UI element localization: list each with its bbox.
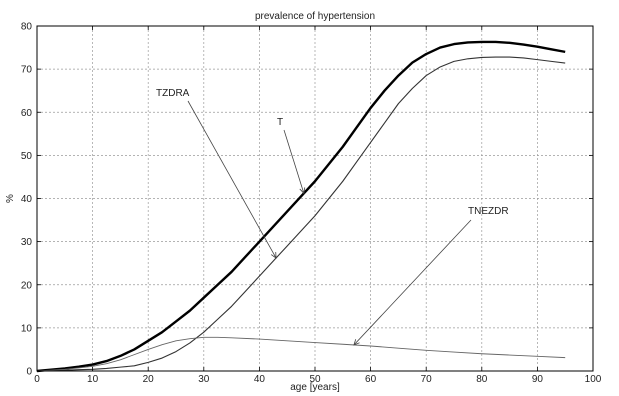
y-tick-label: 20	[21, 280, 33, 291]
x-tick-label: 0	[34, 374, 40, 385]
x-axis-label: age [years]	[290, 382, 340, 393]
x-tick-label: 50	[309, 374, 321, 385]
x-tick-label: 40	[254, 374, 266, 385]
y-tick-label: 50	[21, 151, 33, 162]
annotation-arrowhead-tzdra	[270, 251, 277, 259]
axes: 0 10 20 30 40 50 60 70 80 90 100 0 10 20 30 40 50 60 70 80	[21, 22, 602, 386]
x-tick-label: 80	[476, 374, 488, 385]
x-tick-label: 10	[87, 374, 99, 385]
y-axis-label: %	[5, 194, 16, 203]
y-tick-label: 30	[21, 237, 33, 248]
y-tick-label: 0	[26, 367, 32, 378]
annotation-tzdra: TZDRA	[156, 88, 190, 99]
x-tick-label: 100	[585, 374, 602, 385]
y-tick-label: 60	[21, 108, 33, 119]
x-tick-label: 90	[532, 374, 544, 385]
annotation-arrowhead-tnezdr	[353, 339, 360, 346]
series-line-tnezdr	[36, 336, 566, 372]
grid	[37, 26, 593, 371]
annotation-t: T	[277, 117, 283, 128]
y-tick-label: 70	[21, 65, 33, 76]
y-tick-label: 80	[21, 22, 33, 33]
annotation-arrowhead-t	[299, 187, 306, 195]
annotation-layer: TZDRA T TNEZDR	[156, 88, 509, 346]
chart-title: prevalence of hypertension	[255, 11, 375, 22]
x-tick-label: 30	[198, 374, 210, 385]
series-line-t	[36, 40, 566, 373]
annotation-arrow-tzdra	[187, 100, 277, 259]
annotation-arrow-tnezdr	[353, 219, 472, 346]
y-tick-label: 40	[21, 194, 33, 205]
series-layer	[36, 40, 566, 373]
x-tick-label: 70	[421, 374, 433, 385]
y-tick-label: 10	[21, 323, 33, 334]
annotation-tnezdr: TNEZDR	[468, 206, 509, 217]
x-tick-label: 60	[365, 374, 377, 385]
x-tick-label: 20	[143, 374, 155, 385]
series-line-tzdra	[36, 56, 566, 372]
annotation-arrow-t	[283, 129, 305, 194]
